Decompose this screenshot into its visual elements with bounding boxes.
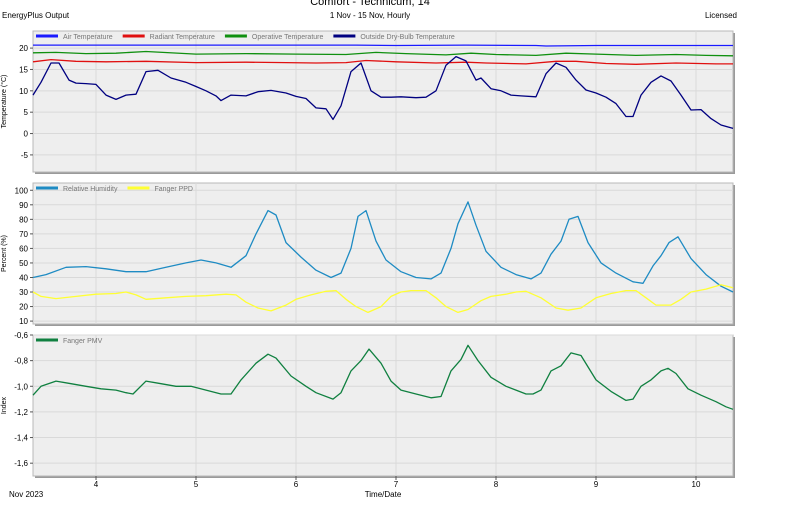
legend-label: Fanger PMV (63, 338, 103, 345)
legend-label: Air Temperature (63, 34, 113, 41)
chart-subtitle: 1 Nov - 15 Nov, Hourly (330, 11, 410, 20)
x-axis-title: Time/Date (365, 490, 402, 499)
x-tick-label: 5 (194, 480, 199, 489)
y-tick-label: 80 (19, 215, 28, 224)
y-tick-label: 20 (19, 303, 28, 312)
legend: Relative Humidity Fanger PPD (36, 186, 193, 193)
license-label: Licensed (705, 11, 737, 20)
y-tick-label: 10 (19, 317, 28, 326)
y-axis-label: Percent (%) (1, 235, 8, 272)
legend: Fanger PMV (36, 338, 103, 345)
x-tick-label: 4 (94, 480, 99, 489)
chart-title: Comfort - Technicum, 14 (310, 0, 430, 8)
legend-label: Relative Humidity (63, 186, 118, 193)
series-line (32, 201, 734, 293)
series-line (32, 284, 734, 314)
x-tick-label: 10 (692, 480, 701, 489)
x-axis: 4 5 6 7 8 9 10 (94, 476, 701, 489)
chart-panel-2: 100 90 80 70 60 50 40 30 20 10 Percent (%) Relative… (1, 182, 735, 326)
y-tick-label: -5 (21, 151, 29, 160)
month-label: Nov 2023 (9, 490, 44, 499)
y-tick-label: 70 (19, 230, 28, 239)
y-axis-label: Temperature (°C) (0, 75, 8, 129)
legend-label: Radiant Temperature (150, 34, 215, 41)
chart-panel-1: 20 15 10 5 0 -5 Temperature (°C) Air Temperatur… (0, 30, 735, 174)
chart-panel-3: -0,6 -0,8 -1,0 -1,2 -1,4 -1,6 Index Fanger PMV (1, 331, 735, 478)
y-tick-label: 100 (15, 186, 29, 195)
x-tick-label: 6 (294, 480, 299, 489)
series-line (32, 344, 734, 410)
series-line (32, 50, 734, 57)
y-tick-label: 20 (19, 44, 28, 53)
series-line (32, 55, 734, 130)
legend-label: Outside Dry-Bulb Temperature (360, 34, 455, 41)
y-tick-label: -0,6 (14, 331, 28, 340)
legend-label: Fanger PPD (154, 186, 193, 193)
y-tick-label: 10 (19, 87, 28, 96)
y-tick-label: 60 (19, 244, 28, 253)
y-tick-label: -1,0 (14, 382, 28, 391)
y-tick-label: -0,8 (14, 357, 28, 366)
source-label: EnergyPlus Output (2, 11, 70, 20)
y-tick-label: 50 (19, 259, 28, 268)
y-axis-label: Index (1, 396, 8, 414)
y-tick-label: 40 (19, 273, 28, 282)
y-tick-label: -1,6 (14, 459, 28, 468)
x-tick-label: 7 (394, 480, 399, 489)
y-tick-label: 5 (24, 108, 29, 117)
y-tick-label: -1,2 (14, 408, 28, 417)
y-tick-label: 30 (19, 288, 28, 297)
legend-label: Operative Temperature (252, 34, 324, 41)
y-tick-label: 15 (19, 65, 28, 74)
y-tick-label: 90 (19, 201, 28, 210)
series-line (33, 44, 733, 47)
legend: Air Temperature Radiant Temperature Operat… (36, 34, 455, 41)
series-line (32, 58, 733, 65)
x-tick-label: 9 (594, 480, 599, 489)
y-tick-label: -1,4 (14, 434, 28, 443)
y-tick-label: 0 (24, 130, 29, 139)
panel-background (32, 334, 734, 477)
x-tick-label: 8 (494, 480, 499, 489)
